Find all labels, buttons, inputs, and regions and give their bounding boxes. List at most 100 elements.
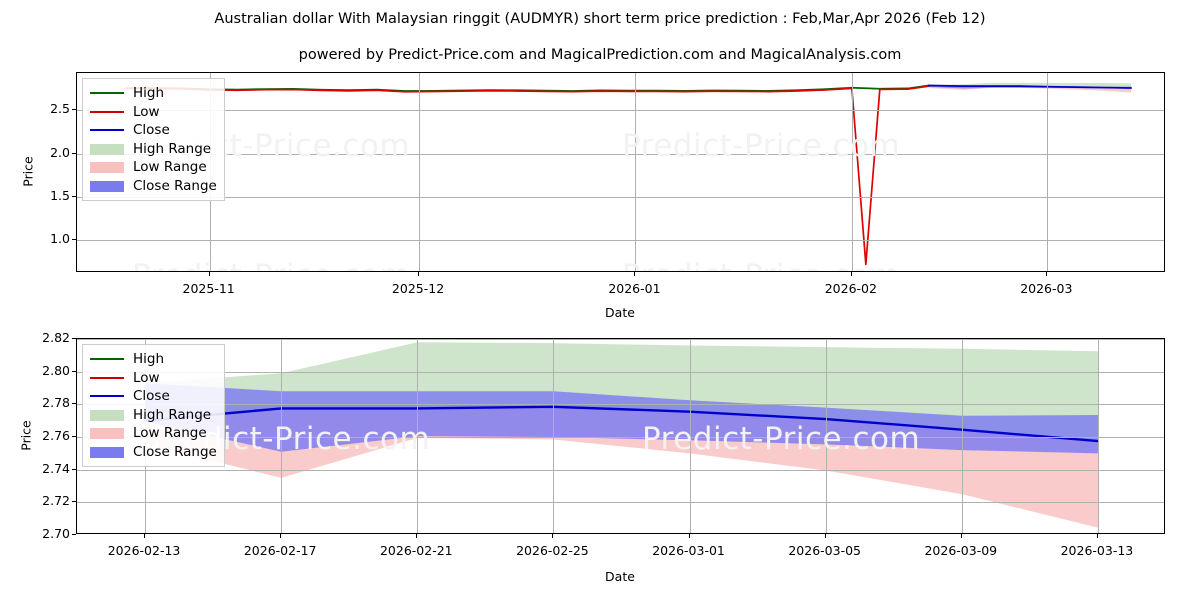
gridline-vertical [852, 73, 853, 271]
y-tick-mark [72, 109, 76, 111]
gridline-vertical [1047, 73, 1048, 271]
x-tick-label: 2025-12 [391, 281, 445, 296]
legend-patch-swatch-icon [90, 142, 124, 156]
overview-data-canvas [125, 82, 1132, 266]
gridline-vertical [826, 339, 827, 533]
legend-item-label: Low Range [133, 425, 207, 442]
gridline-horizontal [77, 372, 1164, 373]
gridline-horizontal [77, 404, 1164, 405]
x-tick-label: 2026-02 [824, 281, 877, 296]
legend-item-low-range: Low Range [90, 424, 217, 443]
overview-plot-area: Predict-Price.comPredict-Price.comPredic… [76, 72, 1165, 272]
legend-item-label: Close [133, 388, 170, 405]
swatch-fill [90, 428, 124, 440]
chart-subtitle: powered by Predict-Price.com and Magical… [298, 47, 902, 63]
gridline-vertical [690, 339, 691, 533]
gridline-horizontal [77, 437, 1164, 438]
legend-item-low: Low [90, 369, 217, 388]
legend-patch-swatch-icon [90, 408, 124, 422]
x-tick-label: 2026-02-25 [516, 543, 589, 558]
overview-y-axis-label: Price [20, 156, 36, 187]
legend-line-swatch-icon [90, 371, 124, 385]
legend-item-label: Low Range [133, 159, 207, 176]
gridline-vertical [1098, 339, 1099, 533]
legend-item-close: Close [90, 121, 217, 140]
legend-item-label: High [133, 351, 165, 368]
y-tick-label: 2.74 [42, 460, 70, 476]
series-line-close [927, 84, 1132, 89]
y-tick-label: 2.72 [42, 493, 70, 509]
legend-line-swatch-icon [90, 86, 124, 100]
swatch-fill [90, 376, 124, 379]
y-tick-mark [72, 468, 76, 470]
forecast-plot-area: Predict-Price.com Predict-Price.com [76, 338, 1165, 534]
gridline-horizontal [77, 154, 1164, 155]
x-tick-label: 2026-03-01 [652, 543, 725, 558]
legend-patch-swatch-icon [90, 179, 124, 193]
x-tick-mark [850, 272, 852, 276]
legend-item-high-range: High Range [90, 406, 217, 425]
y-tick-label: 2.80 [42, 362, 70, 378]
forecast-data-canvas [143, 342, 1100, 528]
legend-item-high-range: High Range [90, 140, 217, 159]
x-tick-label: 2026-02-13 [107, 543, 181, 558]
x-tick-label: 2026-03 [1020, 281, 1073, 296]
gridline-vertical [419, 73, 420, 271]
gridline-horizontal [77, 502, 1164, 503]
legend-item-label: Close Range [133, 177, 217, 194]
legend-item-label: High Range [133, 140, 212, 157]
gridline-vertical [417, 339, 418, 533]
swatch-fill [90, 92, 124, 95]
gridline-horizontal [77, 197, 1164, 198]
x-tick-label: 2026-02-21 [379, 543, 453, 558]
legend-item-label: Low [133, 103, 160, 120]
y-tick-label: 2.76 [42, 428, 70, 443]
x-tick-mark [1096, 534, 1098, 538]
x-tick-mark [824, 534, 826, 538]
legend-item-high: High [90, 350, 217, 369]
legend-item-close-range: Close Range [90, 443, 217, 462]
swatch-fill [90, 446, 124, 458]
overview-x-axis-label: Date [605, 305, 635, 320]
x-tick-mark [1046, 272, 1048, 276]
swatch-fill [90, 358, 124, 361]
y-tick-mark [72, 338, 76, 339]
x-tick-mark [960, 534, 962, 538]
gridline-vertical [962, 339, 963, 533]
forecast-legend: High Low Close High Range Low Range Close Ran… [82, 344, 225, 467]
y-tick-mark [72, 370, 76, 372]
swatch-fill [90, 143, 124, 155]
y-tick-label: 2.78 [42, 395, 70, 411]
y-tick-label: 1.5 [50, 187, 70, 203]
forecast-y-axis-label: Price [18, 420, 34, 451]
y-tick-mark [72, 195, 76, 197]
y-tick-label: 1.0 [50, 231, 70, 247]
swatch-fill [90, 110, 124, 113]
x-tick-mark [688, 534, 690, 538]
legend-item-close: Close [90, 387, 217, 406]
overview-legend: High Low Close High Range Low Range Close Ran… [82, 78, 225, 201]
y-tick-label: 2.82 [42, 330, 70, 345]
swatch-fill [90, 395, 124, 398]
legend-patch-swatch-icon [90, 445, 124, 459]
legend-line-swatch-icon [90, 105, 124, 119]
forecast-x-axis-label: Date [605, 569, 635, 584]
x-tick-mark [634, 272, 636, 276]
chart-main-title: Australian dollar With Malaysian ringgit… [214, 11, 986, 27]
series-line-low [125, 85, 930, 266]
x-tick-mark [208, 272, 210, 276]
legend-item-label: Close Range [133, 443, 217, 460]
y-tick-mark [72, 239, 76, 241]
legend-item-low: Low [90, 103, 217, 122]
x-tick-label: 2025-11 [182, 281, 235, 296]
y-tick-mark [72, 534, 76, 535]
y-tick-mark [72, 436, 76, 437]
y-tick-mark [72, 152, 76, 154]
y-tick-mark [72, 501, 76, 503]
legend-patch-swatch-icon [90, 426, 124, 440]
x-tick-mark [552, 534, 554, 538]
x-tick-mark [416, 534, 418, 538]
gridline-vertical [281, 339, 282, 533]
x-tick-label: 2026-03-05 [788, 543, 862, 558]
